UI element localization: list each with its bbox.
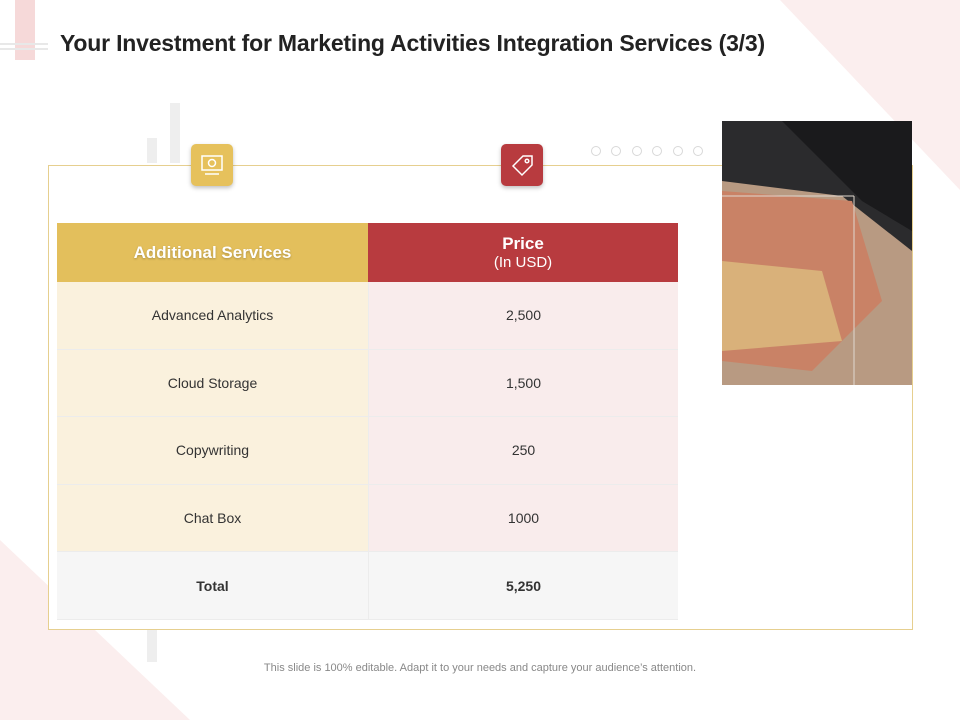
total-price: 5,250 bbox=[368, 552, 678, 620]
title: Your Investment for Marketing Activities… bbox=[60, 30, 765, 56]
header-services: Additional Services bbox=[57, 223, 368, 282]
price-icon bbox=[501, 144, 543, 186]
price-unit: (In USD) bbox=[493, 254, 553, 271]
services-icon bbox=[191, 144, 233, 186]
service-name: Chat Box bbox=[57, 484, 368, 553]
service-name: Cloud Storage bbox=[57, 349, 368, 418]
service-price: 1,500 bbox=[368, 349, 678, 418]
footer-note: This slide is 100% editable. Adapt it to… bbox=[263, 662, 697, 674]
header-price: Price (In USD) bbox=[368, 223, 678, 282]
service-name: Advanced Analytics bbox=[57, 282, 368, 350]
total-label: Total bbox=[57, 552, 368, 620]
photo bbox=[722, 121, 912, 385]
service-price: 1000 bbox=[368, 484, 678, 553]
price-label: Price bbox=[502, 234, 544, 253]
service-name: Copywriting bbox=[57, 417, 368, 485]
service-price: 250 bbox=[368, 417, 678, 485]
service-price: 2,500 bbox=[368, 282, 678, 350]
